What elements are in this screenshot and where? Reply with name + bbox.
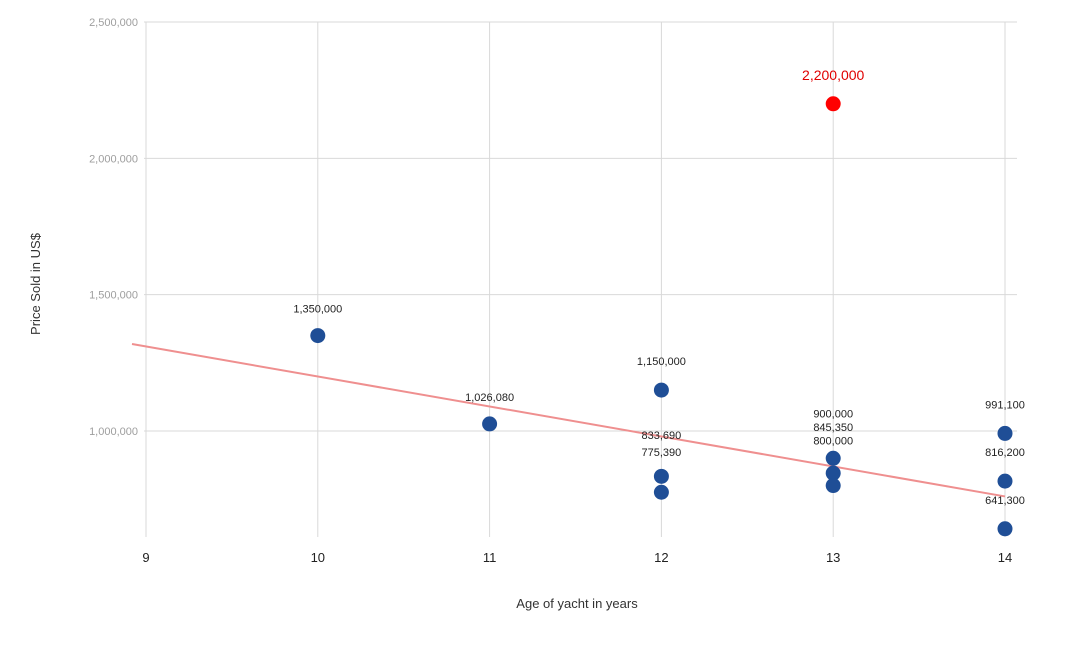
- data-labels: 1,350,000 1,026,080 1,150,000 833,690 775,39…: [293, 67, 1025, 507]
- data-point: [997, 425, 1013, 441]
- data-point: [653, 484, 669, 500]
- axis-ticks: 1,000,000 1,500,000 2,000,000 2,500,000 9 10 1…: [89, 17, 1012, 565]
- data-label: 775,390: [642, 447, 682, 459]
- data-point: [997, 521, 1013, 537]
- data-points: [310, 96, 1013, 537]
- y-tick-label: 2,500,000: [89, 17, 138, 29]
- x-tick-label: 9: [142, 550, 149, 565]
- data-label: 1,350,000: [293, 304, 342, 316]
- x-tick-label: 13: [826, 550, 840, 565]
- x-tick-label: 14: [998, 550, 1012, 565]
- trendline-layer: [131, 343, 1006, 498]
- y-axis-title: Price Sold in US$: [28, 232, 43, 335]
- data-point: [653, 468, 669, 484]
- y-tick-label: 2,000,000: [89, 153, 138, 165]
- data-label-outlier: 2,200,000: [802, 67, 864, 83]
- data-label: 833,690: [642, 430, 682, 442]
- data-label: 1,150,000: [637, 356, 686, 368]
- data-point: [653, 382, 669, 398]
- data-point: [997, 473, 1013, 489]
- y-tick-label: 1,500,000: [89, 290, 138, 302]
- grid: [144, 21, 1017, 537]
- y-tick-label: 1,000,000: [89, 426, 138, 438]
- data-label: 816,200: [985, 447, 1025, 459]
- data-label: 991,100: [985, 399, 1025, 411]
- x-tick-label: 12: [654, 550, 668, 565]
- data-point-outlier: [825, 96, 841, 112]
- data-label: 1,026,080: [465, 392, 514, 404]
- data-label: 900,000: [813, 408, 853, 420]
- data-point: [482, 416, 498, 432]
- data-label: 845,350: [813, 422, 853, 434]
- data-point: [825, 465, 841, 481]
- data-point: [825, 478, 841, 494]
- x-tick-label: 11: [483, 550, 497, 565]
- x-tick-label: 10: [311, 550, 325, 565]
- trendline: [131, 343, 1006, 498]
- data-label: 641,300: [985, 495, 1025, 507]
- data-point: [825, 450, 841, 466]
- data-point: [310, 328, 326, 344]
- data-label: 800,000: [813, 435, 853, 447]
- x-axis-title: Age of yacht in years: [516, 596, 638, 611]
